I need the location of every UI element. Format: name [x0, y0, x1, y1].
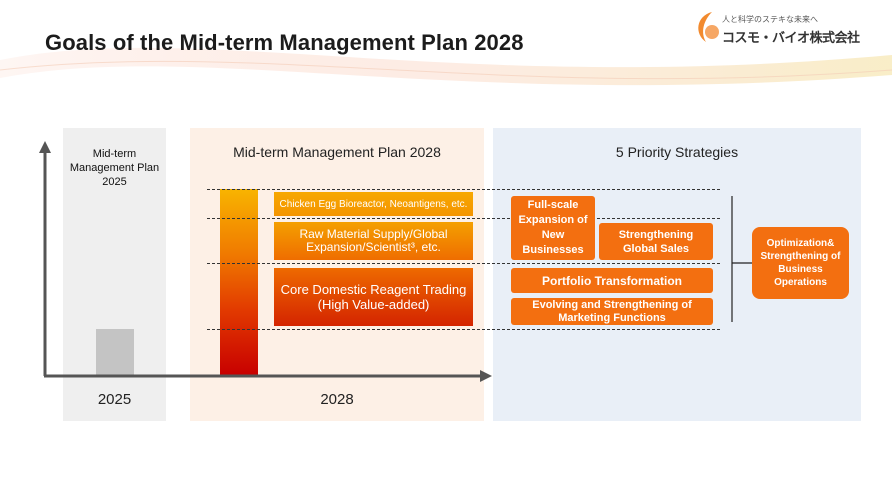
divider-line — [207, 263, 720, 264]
strategies-label: 5 Priority Strategies — [615, 144, 739, 160]
divider-line — [207, 189, 720, 190]
plan-2028-label: Mid-term Management Plan 2028 — [233, 144, 441, 160]
business-chicken-egg: Chicken Egg Bioreactor, Neoantigens, etc… — [274, 192, 473, 216]
business-raw-material: Raw Material Supply/Global Expansion/Sci… — [274, 222, 473, 260]
logo-tagline: 人と科学のステキな未来へ — [722, 15, 818, 24]
plan-2025-label: Mid-term Management Plan 2025 — [69, 148, 160, 188]
divider-line — [207, 218, 720, 219]
logo-name: コスモ・バイオ株式会社 — [722, 31, 860, 46]
year-2025-label: 2025 — [97, 391, 132, 408]
x-axis-arrow-icon — [480, 370, 492, 382]
y-axis-arrow-icon — [39, 141, 51, 153]
strategy-marketing: Evolving and Strengthening of Marketing … — [511, 298, 713, 325]
divider-line — [207, 329, 720, 330]
business-core-domestic: Core Domestic Reagent Trading (High Valu… — [274, 268, 473, 326]
strategy-operations: Optimization& Strengthening of Business … — [752, 227, 849, 299]
header-wave-decoration — [0, 47, 892, 86]
company-logo — [698, 12, 719, 42]
page-title: Goals of the Mid-term Management Plan 20… — [45, 30, 524, 55]
bar-2025 — [96, 329, 134, 375]
year-2028-label: 2028 — [320, 391, 354, 408]
strategy-portfolio: Portfolio Transformation — [511, 268, 713, 293]
strategy-global-sales: Strengthening Global Sales — [599, 223, 713, 260]
strategy-new-businesses: Full-scale Expansion of New Businesses — [511, 196, 595, 260]
bar-2028 — [220, 189, 258, 375]
